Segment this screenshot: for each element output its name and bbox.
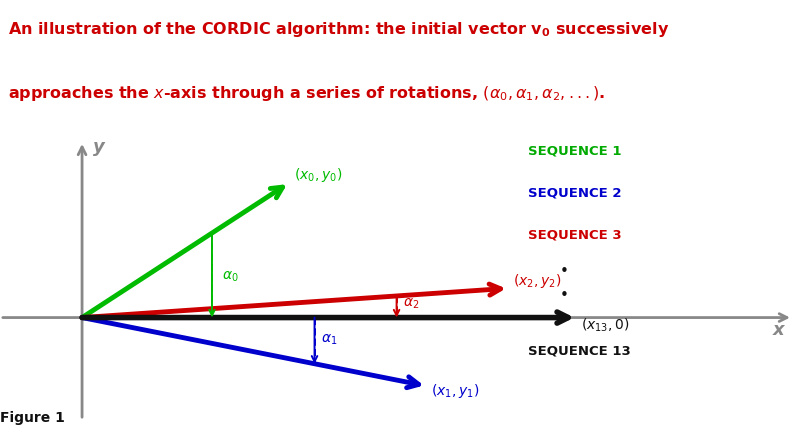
Text: $(x_1, y_1)$: $(x_1, y_1)$ — [430, 382, 479, 400]
Text: approaches the $\it{x}$-axis through a series of rotations, $(\alpha_0, \alpha_1: approaches the $\it{x}$-axis through a s… — [8, 84, 606, 103]
Text: SEQUENCE 13: SEQUENCE 13 — [528, 345, 630, 358]
Text: $\alpha_0$: $\alpha_0$ — [222, 270, 239, 284]
Text: SEQUENCE 3: SEQUENCE 3 — [528, 228, 622, 241]
Text: $(x_2, y_2)$: $(x_2, y_2)$ — [513, 272, 561, 290]
Text: $\alpha_1$: $\alpha_1$ — [322, 333, 338, 347]
Text: •: • — [560, 264, 569, 279]
Text: y: y — [94, 138, 105, 155]
Text: •: • — [560, 312, 569, 327]
Text: An illustration of the CORDIC algorithm: the initial vector $\mathregular{v_0}$ : An illustration of the CORDIC algorithm:… — [8, 20, 670, 39]
Text: $(x_{13}, 0)$: $(x_{13}, 0)$ — [581, 317, 630, 334]
Text: $(x_0, y_0)$: $(x_0, y_0)$ — [294, 166, 342, 184]
Text: $\alpha_2$: $\alpha_2$ — [403, 297, 420, 311]
Text: Figure 1: Figure 1 — [0, 411, 65, 425]
Text: •: • — [560, 288, 569, 303]
Text: SEQUENCE 1: SEQUENCE 1 — [528, 145, 622, 158]
Text: SEQUENCE 2: SEQUENCE 2 — [528, 186, 622, 199]
Text: x: x — [773, 321, 784, 339]
